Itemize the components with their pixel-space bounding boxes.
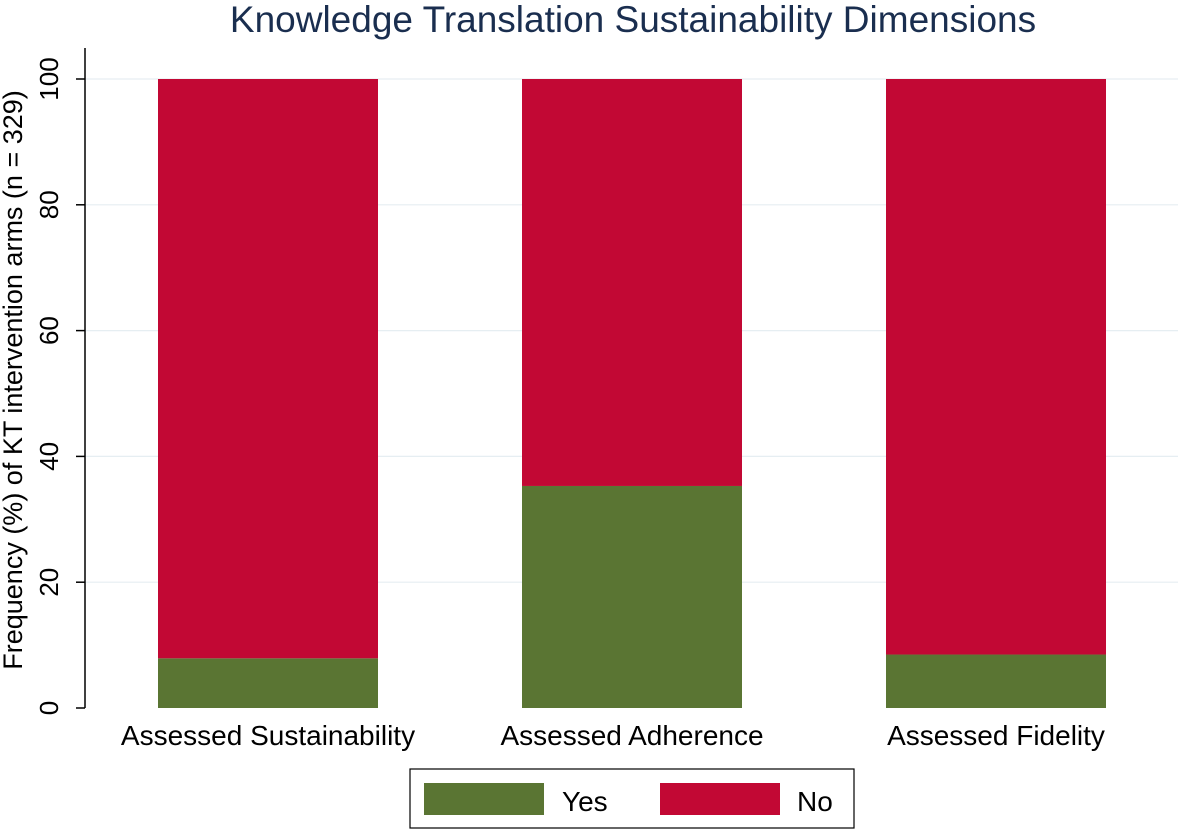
x-tick-label-3: Assessed Fidelity [887, 720, 1105, 751]
bar-yes-3 [886, 654, 1106, 708]
bar-yes-2 [522, 485, 742, 708]
bar-no-3 [886, 79, 1106, 655]
bar-no-2 [522, 79, 742, 486]
y-tick-label-20: 20 [34, 568, 64, 597]
bars [158, 79, 1106, 708]
bar-no-1 [158, 79, 378, 659]
legend-label-yes: Yes [562, 786, 608, 817]
bar-yes-1 [158, 658, 378, 708]
chart-title: Knowledge Translation Sustainability Dim… [230, 0, 1036, 40]
y-tick-label-60: 60 [34, 316, 64, 345]
y-tick-label-100: 100 [34, 57, 64, 100]
y-axis-title: Frequency (%) of KT intervention arms (n… [0, 90, 28, 670]
x-axis-labels: Assessed Sustainability Assessed Adherenc… [121, 720, 1105, 751]
x-tick-label-2: Assessed Adherence [500, 720, 763, 751]
y-tick-label-40: 40 [34, 442, 64, 471]
legend: Yes No [409, 768, 855, 829]
legend-label-no: No [797, 786, 833, 817]
y-axis-ticks: 0 20 40 60 80 100 [34, 57, 85, 715]
x-tick-label-1: Assessed Sustainability [121, 720, 415, 751]
y-tick-label-80: 80 [34, 190, 64, 219]
legend-swatch-yes [424, 783, 544, 815]
legend-swatch-no [660, 783, 780, 815]
y-tick-label-0: 0 [34, 701, 64, 715]
